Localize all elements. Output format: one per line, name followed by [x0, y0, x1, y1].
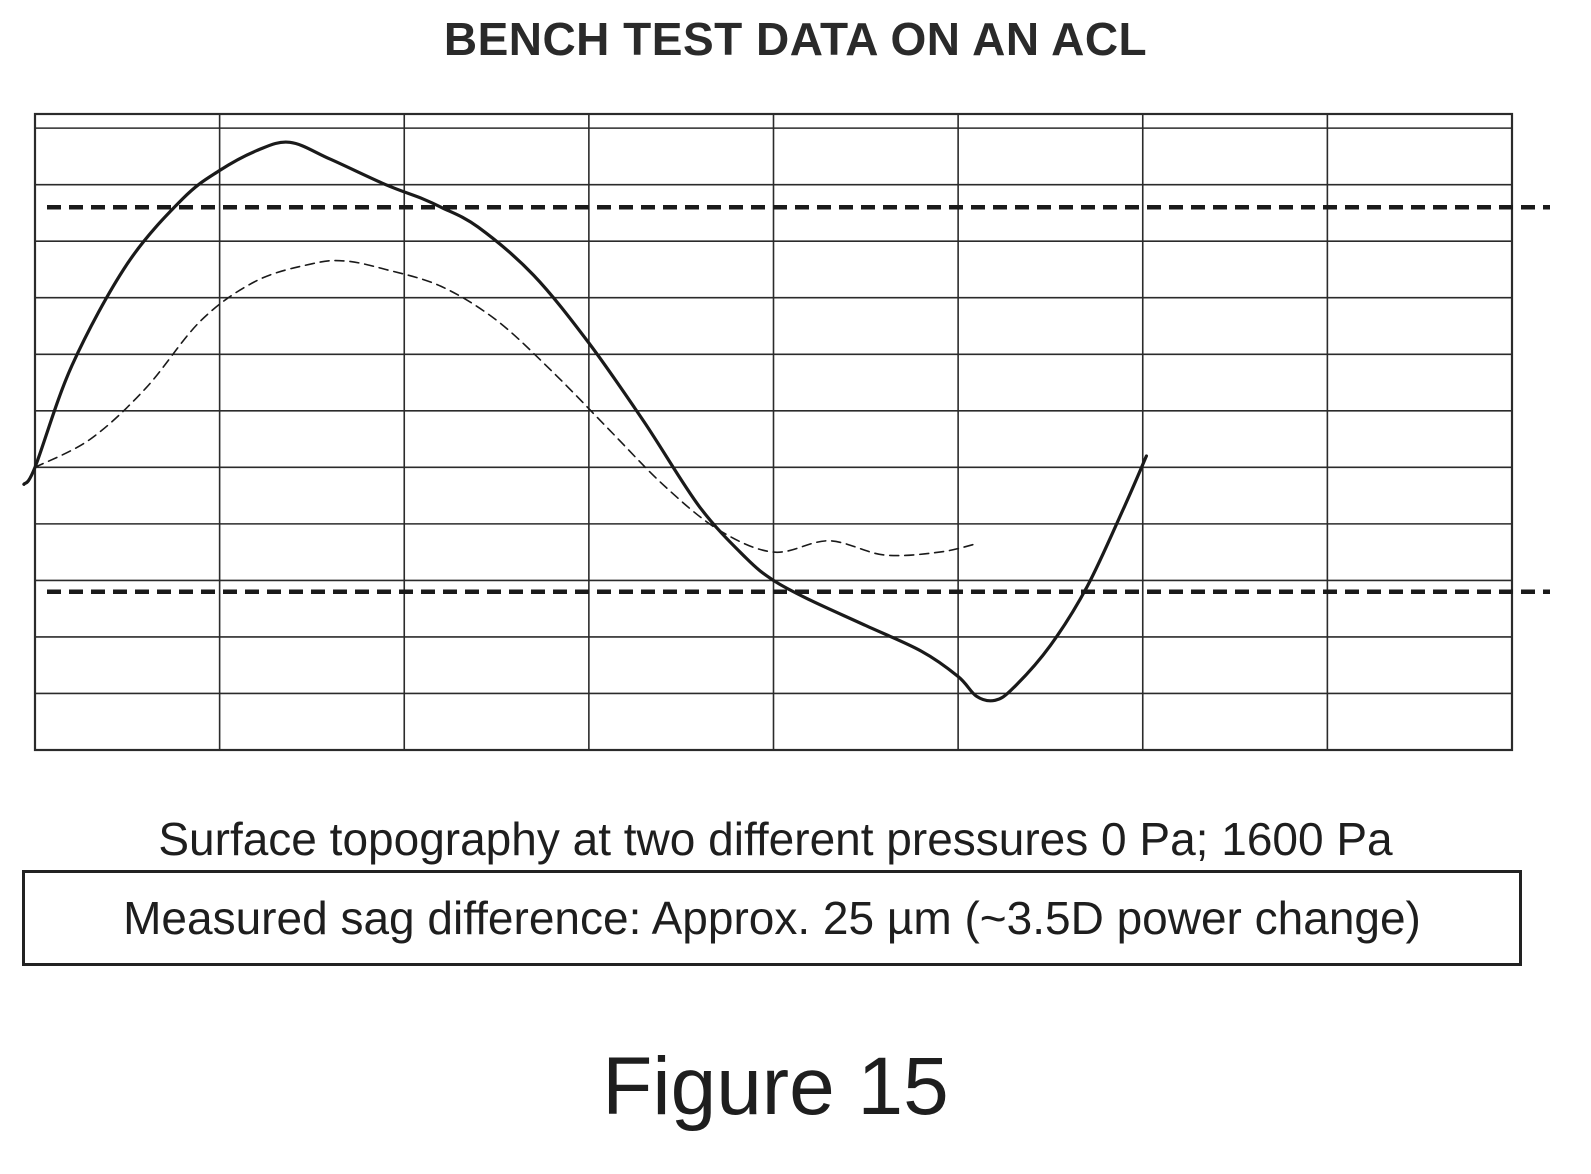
chart-plot: [22, 112, 1550, 752]
series-line-dashed: [34, 259, 978, 557]
chart-caption: Surface topography at two different pres…: [158, 813, 1393, 865]
chart-title: BENCH TEST DATA ON AN ACL: [443, 13, 1148, 65]
measurement-note-box: Measured sag difference: Approx. 25 µm (…: [22, 870, 1522, 966]
plot-frame: [33, 112, 1514, 752]
measurement-note-text: Measured sag difference: Approx. 25 µm (…: [123, 892, 1421, 944]
series-line-solid: [22, 140, 1148, 703]
figure-label: Figure 15: [602, 1041, 949, 1132]
